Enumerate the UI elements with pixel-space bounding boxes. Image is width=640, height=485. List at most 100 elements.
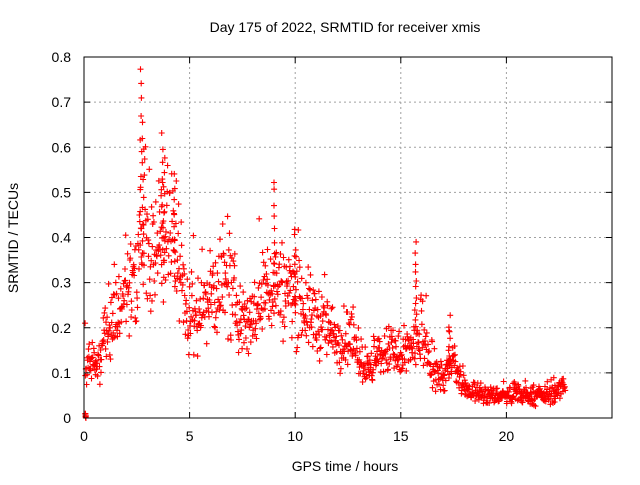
data-point [157,228,164,235]
data-point [115,273,122,280]
data-point [246,324,253,331]
data-point [155,177,162,184]
data-point [401,322,407,329]
data-point [156,242,163,249]
data-point [134,295,141,302]
data-point [86,341,93,348]
data-point [85,346,92,353]
data-point [131,272,138,279]
y-tick-label: 0.5 [52,184,72,200]
data-point [258,294,265,301]
data-point [198,279,205,286]
data-point [139,237,146,244]
data-point [171,247,178,254]
data-point [108,319,115,326]
data-point [279,239,285,246]
data-point [314,306,321,313]
data-point [161,249,168,256]
data-point [226,292,233,298]
data-point [268,322,275,329]
data-point [390,327,396,334]
x-axis-title: GPS time / hours [292,458,399,474]
data-point [284,281,291,287]
data-point [255,310,262,317]
data-point [295,227,302,233]
data-point [87,358,93,365]
data-point [383,356,390,363]
data-point [173,178,180,184]
data-point [101,309,108,316]
data-point [122,277,129,284]
data-point [271,250,278,257]
data-point [116,330,123,337]
data-point [208,290,215,297]
data-point [550,374,557,381]
data-point [360,368,367,374]
data-point [94,373,101,380]
data-point [103,353,110,360]
data-point [302,312,309,319]
data-point [161,169,168,176]
data-point [342,330,349,337]
data-point [260,259,267,266]
data-point [253,320,260,327]
data-point [150,219,157,225]
data-point [441,372,448,379]
data-point [164,162,171,169]
data-point [179,281,186,288]
data-point [398,351,405,358]
data-point [141,156,148,162]
data-point [187,330,194,337]
data-point [505,388,512,395]
data-point [271,295,278,302]
data-point [452,358,459,365]
data-point [252,331,258,338]
data-point [195,275,201,282]
data-point [219,221,226,227]
data-point [185,327,192,333]
data-point [161,190,168,197]
data-point [426,348,433,354]
data-point [440,371,447,378]
data-point [361,364,368,371]
data-point [283,264,290,270]
data-point [310,287,317,294]
data-point [494,385,501,392]
data-point [217,236,223,243]
data-point [437,358,444,365]
data-point [196,306,203,312]
data-point [262,299,269,306]
data-point [150,212,157,219]
data-point [180,319,187,326]
data-point [393,343,399,350]
data-point [331,321,338,328]
data-point [350,321,357,328]
data-point [139,221,146,228]
x-tick-label: 20 [499,428,515,444]
data-point [122,232,129,239]
data-point [141,172,148,179]
data-point [292,301,299,308]
data-point [294,344,301,351]
data-point [279,319,286,325]
data-point [158,224,165,231]
data-point [412,268,419,275]
data-point [318,294,325,300]
data-point [332,324,339,331]
data-point [188,292,195,299]
data-point [357,359,364,366]
data-point [255,284,262,291]
data-point [447,335,454,342]
data-point [385,366,391,373]
data-point [304,292,311,299]
data-point [111,261,118,268]
data-point [147,292,154,299]
data-point [178,242,185,249]
data-point [199,246,206,253]
data-point [429,338,436,345]
data-point [392,337,399,344]
data-point [137,242,144,249]
data-point [329,327,336,334]
data-point [375,335,382,342]
